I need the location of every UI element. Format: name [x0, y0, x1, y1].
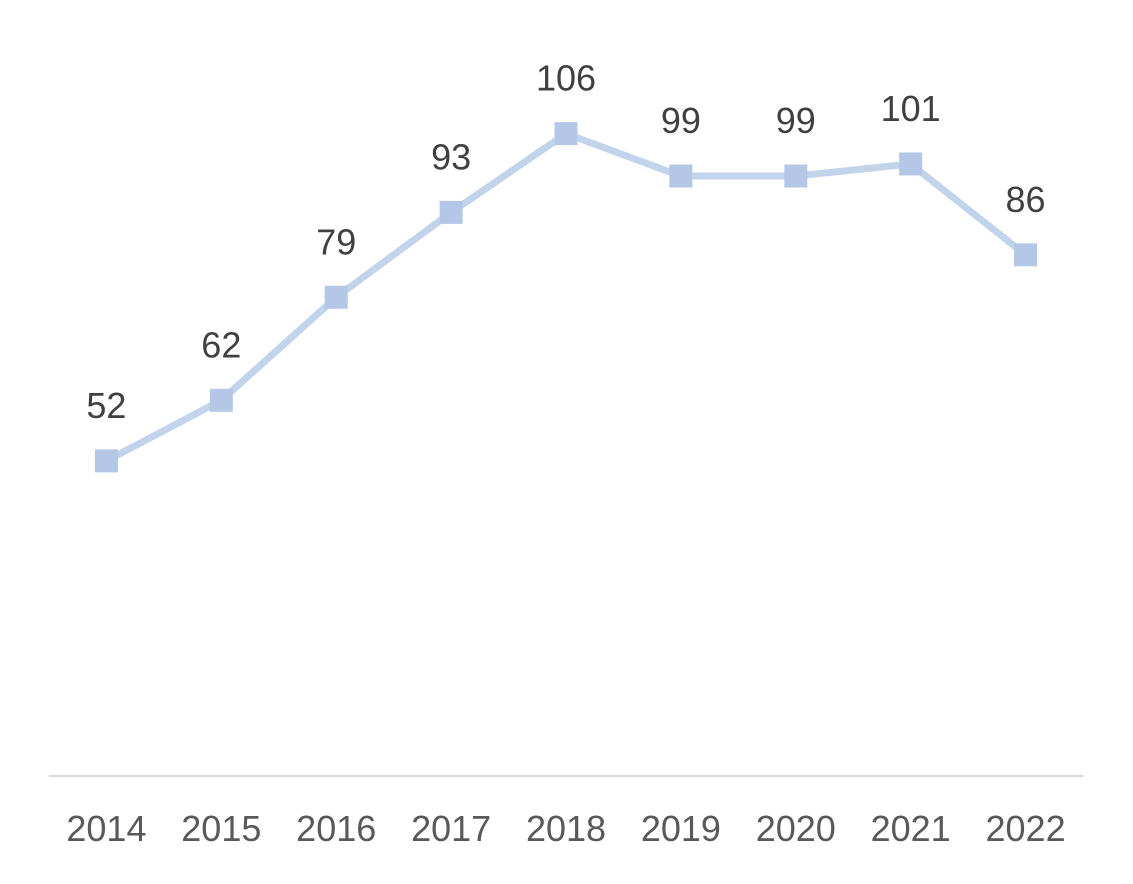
data-point-marker-2019	[669, 164, 693, 188]
x-axis-tick-label: 2018	[526, 808, 606, 849]
x-axis-tick-label: 2021	[871, 808, 951, 849]
data-point-label: 52	[86, 385, 126, 426]
data-point-marker-2022	[1014, 243, 1038, 267]
series-line	[104, 130, 1028, 464]
data-point-label: 106	[536, 58, 596, 99]
data-point-label: 86	[1006, 179, 1046, 220]
x-axis-tick-label: 2015	[181, 808, 261, 849]
data-point-marker-2018	[554, 122, 578, 146]
data-point-label: 93	[431, 136, 471, 177]
data-point-marker-2020	[784, 164, 808, 188]
x-axis-tick-label: 2016	[296, 808, 376, 849]
data-point-marker-2017	[439, 200, 463, 224]
data-point-label: 99	[776, 100, 816, 141]
x-axis-tick-label: 2014	[66, 808, 146, 849]
x-axis-tick-label: 2022	[986, 808, 1066, 849]
x-axis-tick-label: 2020	[756, 808, 836, 849]
data-point-label: 79	[316, 221, 356, 262]
data-point-label: 62	[201, 324, 241, 365]
data-point-marker-2021	[899, 152, 923, 176]
x-axis-tick-label: 2019	[641, 808, 721, 849]
x-axis-tick-label: 2017	[411, 808, 491, 849]
data-point-marker-2016	[324, 285, 348, 309]
data-point-marker-2014	[94, 449, 118, 473]
data-point-label: 99	[661, 100, 701, 141]
data-point-label: 101	[881, 88, 941, 129]
data-point-marker-2015	[209, 388, 233, 412]
